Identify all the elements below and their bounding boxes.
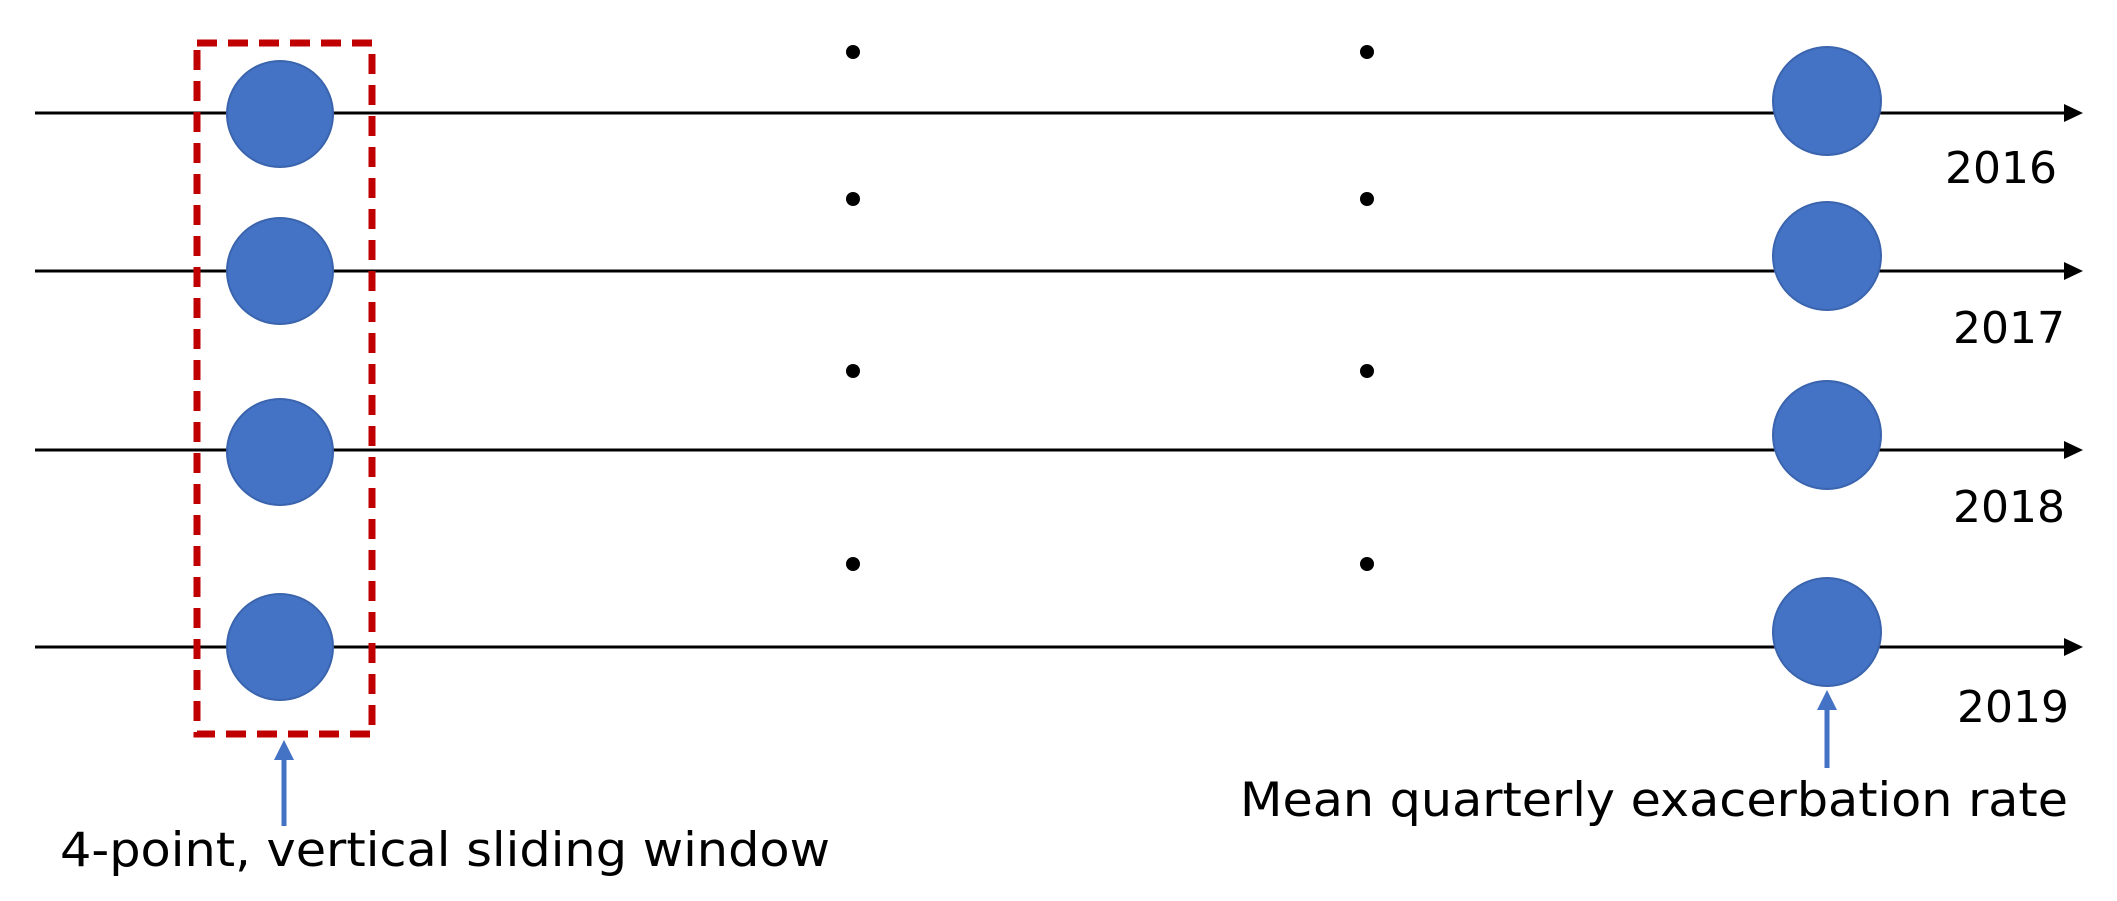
timeline-row-2018: 2018 <box>35 380 2083 533</box>
timeline-row-2017: 2017 <box>35 201 2083 354</box>
window-point <box>226 60 334 168</box>
ellipsis-dot <box>1360 557 1374 571</box>
ellipsis-dots <box>846 45 1374 571</box>
rate-pointer <box>1817 690 1837 768</box>
arrow-up-icon <box>1817 690 1837 710</box>
arrow-right-icon <box>2064 638 2083 656</box>
timeline-row-2019: 2019 <box>35 577 2083 733</box>
window-point <box>226 593 334 701</box>
rate-point <box>1772 577 1882 687</box>
arrow-right-icon <box>2064 441 2083 459</box>
window-pointer <box>274 740 294 826</box>
ellipsis-dot <box>846 192 860 206</box>
arrow-right-icon <box>2064 262 2083 280</box>
rate-caption: Mean quarterly exacerbation rate <box>1240 773 2068 828</box>
window-point <box>226 217 334 325</box>
arrow-right-icon <box>2064 104 2083 122</box>
window-point <box>226 398 334 506</box>
rate-point <box>1772 380 1882 490</box>
ellipsis-dot <box>1360 45 1374 59</box>
ellipsis-dot <box>846 45 860 59</box>
rate-point <box>1772 201 1882 311</box>
ellipsis-dot <box>1360 192 1374 206</box>
ellipsis-dot <box>1360 364 1374 378</box>
year-label: 2017 <box>1953 303 2065 354</box>
year-label: 2019 <box>1957 682 2069 733</box>
rate-point <box>1772 46 1882 156</box>
ellipsis-dot <box>846 364 860 378</box>
year-label: 2016 <box>1945 143 2057 194</box>
window-caption: 4-point, vertical sliding window <box>60 823 830 878</box>
arrow-up-icon <box>274 740 294 760</box>
timeline-row-2016: 2016 <box>35 46 2083 194</box>
ellipsis-dot <box>846 557 860 571</box>
year-label: 2018 <box>1953 482 2065 533</box>
